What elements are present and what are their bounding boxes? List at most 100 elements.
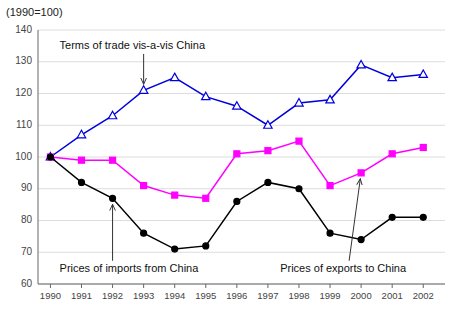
point <box>358 237 364 243</box>
series-line <box>50 157 423 249</box>
y-tick-label: 140 <box>15 24 32 35</box>
y-tick-label: 100 <box>15 151 32 162</box>
point <box>357 60 365 68</box>
point <box>358 170 364 176</box>
x-tick <box>50 284 51 288</box>
background <box>0 0 459 310</box>
x-tick <box>81 284 82 288</box>
point <box>139 86 147 94</box>
grid-line <box>38 157 445 158</box>
x-tick <box>143 284 144 288</box>
point <box>108 111 116 119</box>
x-tick <box>205 284 206 288</box>
point <box>203 243 209 249</box>
x-tick-label: 1994 <box>164 290 185 301</box>
x-tick-label: 1990 <box>40 290 61 301</box>
x-tick <box>298 284 299 288</box>
y-axis-label: (1990=100) <box>6 6 63 18</box>
point <box>265 179 271 185</box>
point <box>264 121 272 129</box>
y-tick-label: 80 <box>21 214 33 225</box>
point <box>265 148 271 154</box>
x-tick-label: 1991 <box>71 290 92 301</box>
x-tick-label: 1998 <box>288 290 309 301</box>
annotation-arrow <box>143 54 144 84</box>
y-tick-label: 70 <box>21 246 33 257</box>
point <box>389 151 395 157</box>
x-tick-label: 1996 <box>226 290 247 301</box>
chart: 60 70 80 90 100 110 120 130 140 1990 1991 1992 1993 1… <box>0 0 459 310</box>
point <box>77 130 85 138</box>
axes: 60 70 80 90 100 110 120 130 140 1990 1991 1992 1993 1… <box>15 24 445 301</box>
x-tick <box>112 284 113 288</box>
x-tick <box>330 284 331 288</box>
point <box>110 195 116 201</box>
point <box>172 246 178 252</box>
point <box>327 183 333 189</box>
y-axis-line <box>38 30 39 284</box>
point <box>234 198 240 204</box>
x-tick <box>392 284 393 288</box>
y-tick-label: 110 <box>16 119 32 130</box>
point <box>420 144 426 150</box>
point <box>171 73 179 81</box>
x-tick <box>267 284 268 288</box>
grid-line <box>38 252 445 253</box>
x-tick-label: 1993 <box>133 290 154 301</box>
point <box>141 183 147 189</box>
point <box>47 154 53 160</box>
grid-line <box>38 188 445 189</box>
annotation-arrow <box>349 179 360 261</box>
point <box>46 153 54 161</box>
series-line <box>50 141 423 198</box>
grid-line <box>38 284 445 285</box>
grid-line <box>38 125 445 126</box>
x-tick-label: 1999 <box>319 290 340 301</box>
y-tick-label: 60 <box>21 278 33 289</box>
series <box>46 60 427 160</box>
point <box>172 192 178 198</box>
annotation: Prices of imports from China <box>60 262 200 274</box>
point <box>110 157 116 163</box>
point <box>234 151 240 157</box>
series <box>47 138 426 201</box>
x-tick-label: 1992 <box>102 290 123 301</box>
point <box>326 95 334 103</box>
x-tick <box>174 284 175 288</box>
x-tick-label: 1995 <box>195 290 216 301</box>
annotation-arrow <box>112 204 113 260</box>
point <box>419 70 427 78</box>
y-tick-label: 90 <box>21 182 33 193</box>
series-line <box>50 65 423 157</box>
point <box>233 102 241 110</box>
y-grid <box>38 30 445 284</box>
annotations: Terms of trade vis-a-vis China Prices of … <box>60 39 407 274</box>
point <box>78 157 84 163</box>
point <box>202 92 210 100</box>
plot-data <box>46 60 427 252</box>
point <box>47 154 53 160</box>
y-tick-label: 120 <box>15 87 32 98</box>
x-axis-line <box>38 284 445 285</box>
point <box>296 186 302 192</box>
annotation: Terms of trade vis-a-vis China <box>60 39 206 51</box>
point <box>296 138 302 144</box>
point <box>78 179 84 185</box>
y-tick-label: 130 <box>15 55 32 66</box>
point <box>203 195 209 201</box>
grid-line <box>38 61 445 62</box>
point <box>327 230 333 236</box>
point <box>389 214 395 220</box>
x-tick-label: 1997 <box>257 290 278 301</box>
grid-line <box>38 220 445 221</box>
point <box>141 230 147 236</box>
grid-line <box>38 93 445 94</box>
x-tick <box>361 284 362 288</box>
x-tick-label: 2001 <box>382 290 403 301</box>
series <box>47 154 426 252</box>
annotation: Prices of exports to China <box>280 262 407 274</box>
x-tick-label: 2000 <box>351 290 372 301</box>
point <box>420 214 426 220</box>
x-tick <box>236 284 237 288</box>
point <box>295 99 303 107</box>
